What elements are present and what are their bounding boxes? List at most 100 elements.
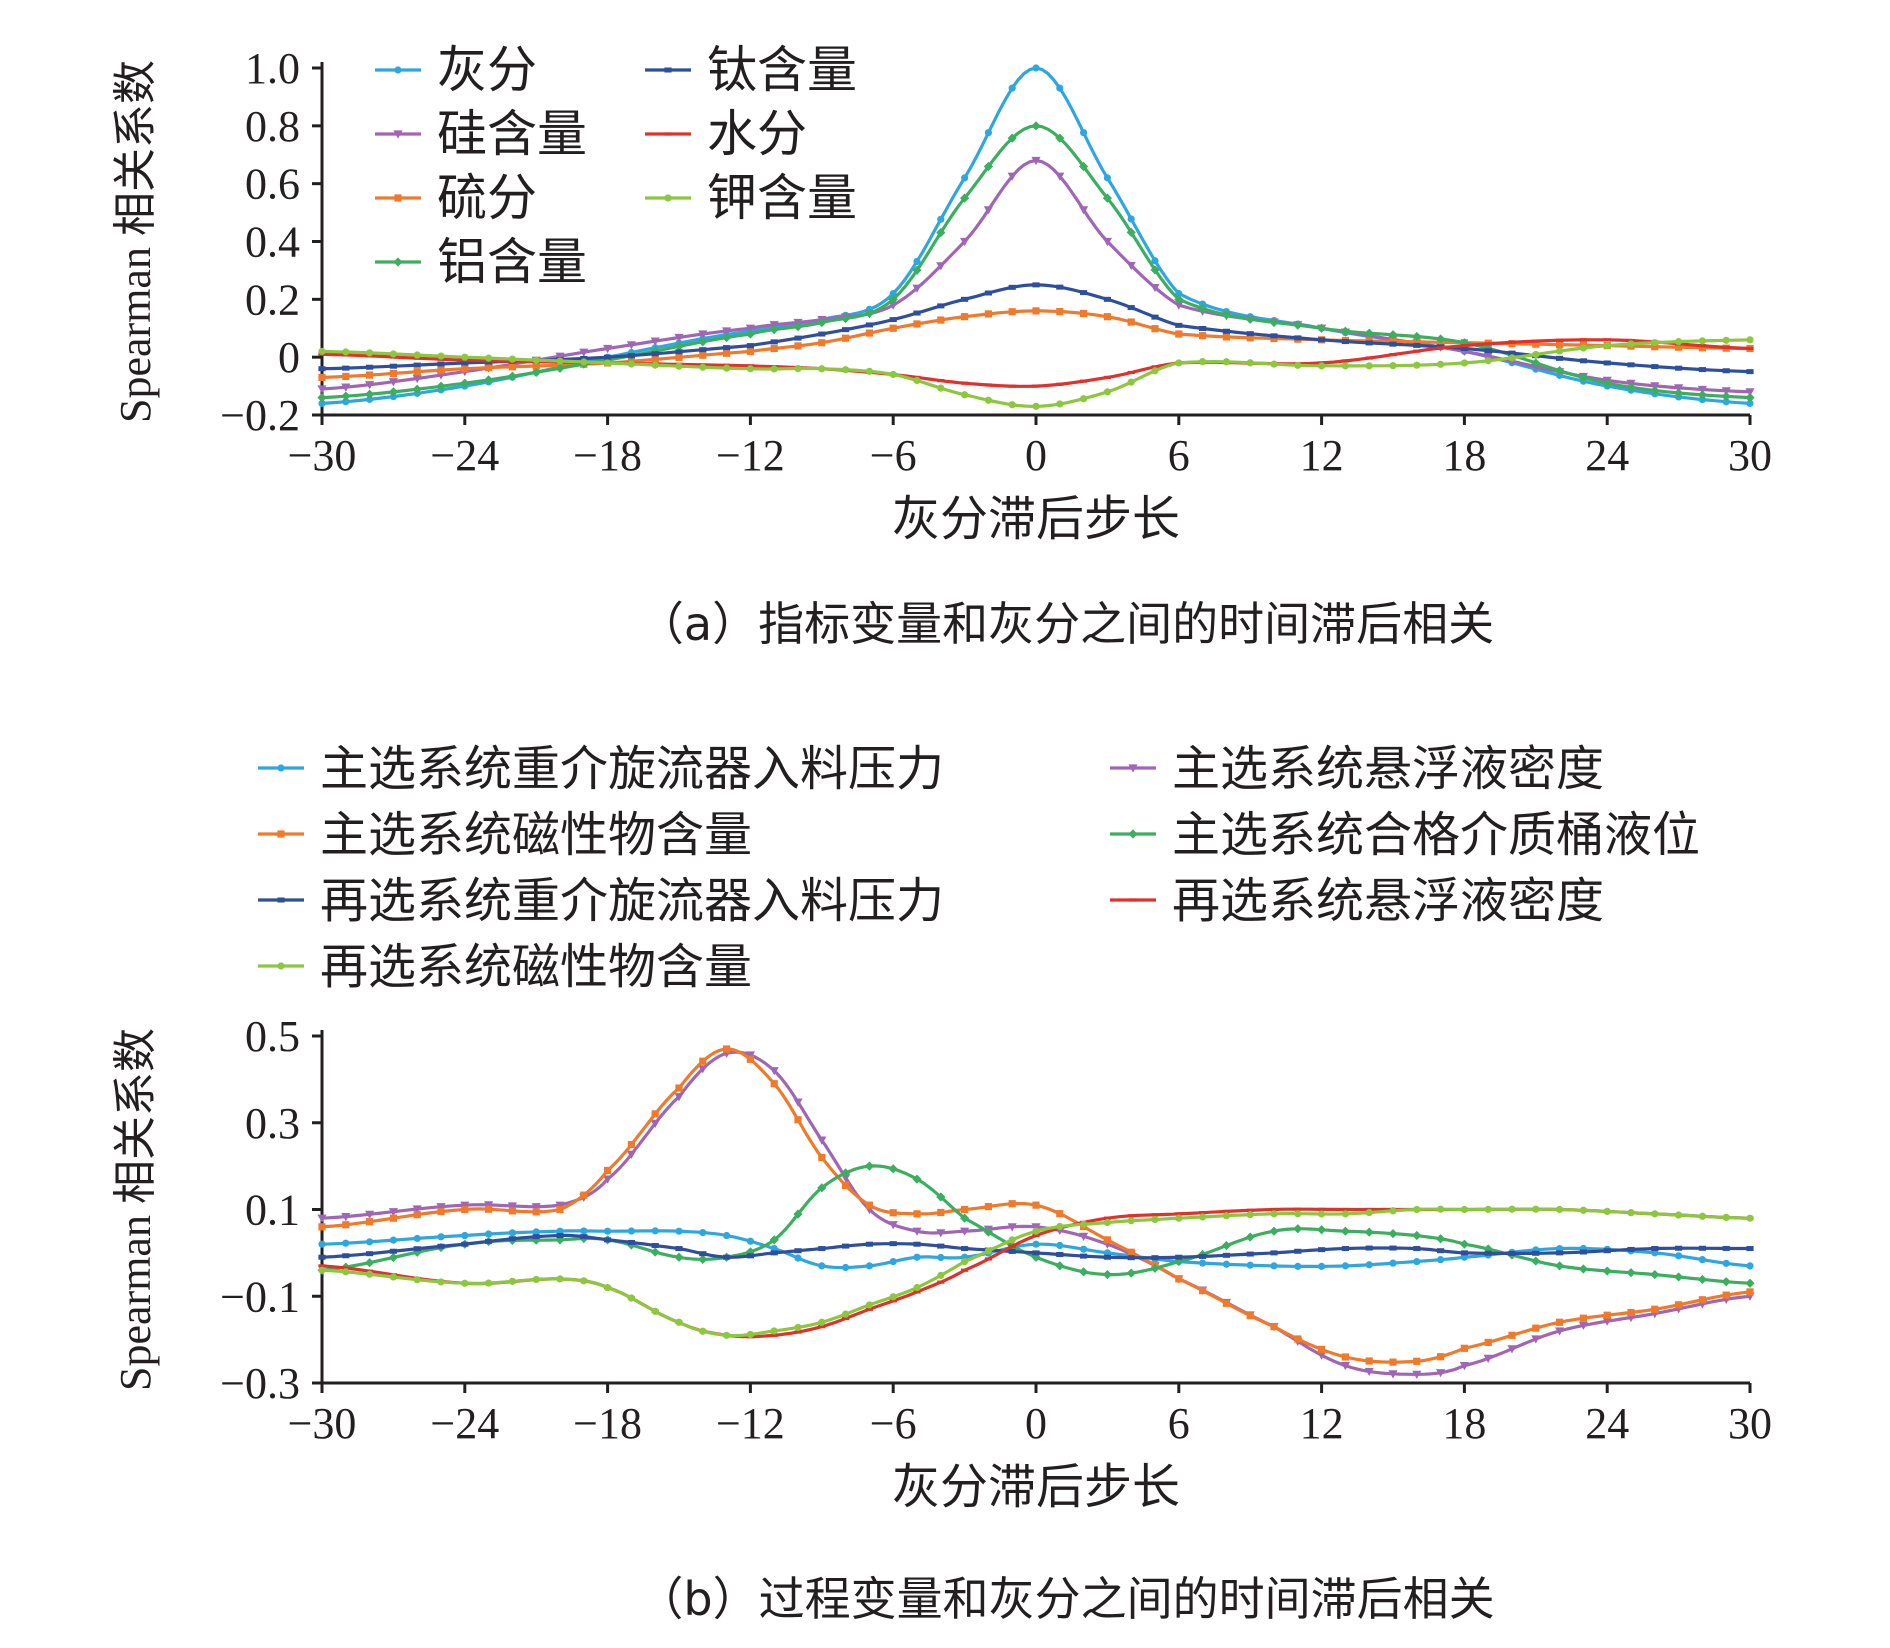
data-point: [842, 335, 849, 342]
data-point: [1580, 358, 1587, 363]
data-point: [1080, 1221, 1087, 1228]
data-point: [1175, 1255, 1182, 1260]
data-point: [342, 1268, 349, 1275]
panel-b: −30 −24 −18 −12 −6 0 6 12 18 24 30 −0.3 −0.1 0.1 0.3 0.…: [111, 741, 1772, 1626]
data-point: [985, 1247, 992, 1254]
data-point: [1009, 385, 1016, 388]
data-point: [1366, 1357, 1373, 1364]
data-point: [1199, 1213, 1206, 1220]
y-tick-label: −0.3: [220, 1359, 300, 1408]
data-point: [1389, 1246, 1396, 1251]
data-point: [652, 351, 659, 356]
data-point: [1151, 325, 1158, 332]
data-point: [1223, 329, 1230, 334]
data-point: [1128, 1249, 1135, 1256]
data-point: [1604, 338, 1611, 341]
data-point: [1675, 366, 1682, 371]
data-point: [913, 1254, 920, 1261]
legend-marker: [664, 132, 671, 135]
data-point: [1104, 313, 1111, 320]
data-point: [652, 1110, 659, 1117]
data-point: [1247, 1252, 1254, 1257]
data-point: [414, 1276, 421, 1283]
data-point: [1294, 1263, 1301, 1270]
data-point: [1032, 1202, 1039, 1209]
y-tick-label: 1.0: [245, 44, 300, 93]
x-axis-label: 灰分滞后步长: [892, 1459, 1180, 1515]
data-point: [1580, 1249, 1587, 1254]
data-point: [509, 1229, 516, 1236]
data-point: [1080, 290, 1087, 295]
data-point: [1508, 1251, 1515, 1256]
data-point: [437, 1233, 444, 1240]
data-point: [628, 360, 635, 367]
legend-marker: [277, 962, 284, 969]
data-point: [961, 382, 968, 385]
data-point: [675, 1084, 682, 1091]
data-point: [318, 1223, 325, 1230]
x-tick-label: 30: [1728, 1399, 1772, 1448]
data-point: [985, 310, 992, 317]
data-point: [1723, 337, 1730, 344]
data-point: [366, 1251, 373, 1256]
data-point: [1699, 344, 1706, 347]
y-axis-label: Spearman 相关系数: [111, 60, 160, 423]
data-point: [1032, 1241, 1039, 1248]
data-point: [723, 1332, 730, 1339]
data-point: [1412, 1231, 1421, 1240]
data-point: [1508, 341, 1515, 344]
y-tick-label: 0.2: [245, 275, 300, 324]
data-point: [1032, 403, 1039, 410]
data-point: [1746, 1246, 1753, 1251]
y-tick-label: 0.1: [245, 1186, 300, 1235]
data-point: [937, 1254, 944, 1261]
legend-label: 水分: [707, 105, 807, 163]
data-point: [699, 364, 706, 371]
data-point: [1413, 1246, 1420, 1251]
data-point: [1580, 338, 1587, 341]
data-point: [1079, 1267, 1088, 1276]
data-point: [437, 367, 444, 374]
data-point: [1342, 1210, 1349, 1217]
data-point: [937, 1244, 944, 1249]
data-point: [390, 1273, 397, 1280]
data-point: [937, 303, 944, 308]
data-point: [890, 1293, 897, 1300]
data-point: [1199, 326, 1206, 331]
data-point: [318, 1255, 325, 1260]
data-point: [961, 297, 968, 302]
figure: −30 −24 −18 −12 −6 0 6 12 18 24 30−0.200.20.40.60.…: [0, 0, 1890, 1648]
data-point: [1675, 1252, 1682, 1259]
data-point: [842, 1244, 849, 1249]
data-point: [913, 1242, 920, 1247]
data-point: [866, 329, 873, 336]
data-point: [1056, 1242, 1063, 1249]
data-point: [1009, 401, 1016, 408]
data-point: [1175, 1275, 1182, 1282]
data-point: [961, 313, 968, 320]
data-point: [414, 351, 421, 358]
legend-label: 再选系统悬浮液密度: [1172, 873, 1604, 929]
data-point: [1746, 1262, 1753, 1269]
data-point: [461, 354, 468, 361]
data-point: [937, 316, 944, 323]
data-point: [556, 1275, 563, 1282]
data-point: [1009, 1200, 1016, 1207]
data-point: [1579, 1264, 1588, 1273]
data-point: [1723, 1292, 1730, 1299]
data-point: [1437, 346, 1444, 349]
data-point: [1342, 359, 1349, 362]
x-tick-label: 30: [1728, 431, 1772, 480]
data-point: [1604, 1208, 1611, 1215]
data-point: [1437, 361, 1444, 368]
data-point: [1485, 348, 1492, 353]
data-point: [580, 1192, 587, 1199]
data-point: [1151, 315, 1158, 320]
data-point: [1626, 1268, 1635, 1277]
data-point: [1698, 1275, 1707, 1284]
data-point: [747, 348, 754, 355]
data-point: [1627, 1309, 1634, 1316]
data-point: [1104, 1219, 1111, 1226]
data-point: [1223, 1300, 1230, 1307]
data-point: [652, 1227, 659, 1234]
